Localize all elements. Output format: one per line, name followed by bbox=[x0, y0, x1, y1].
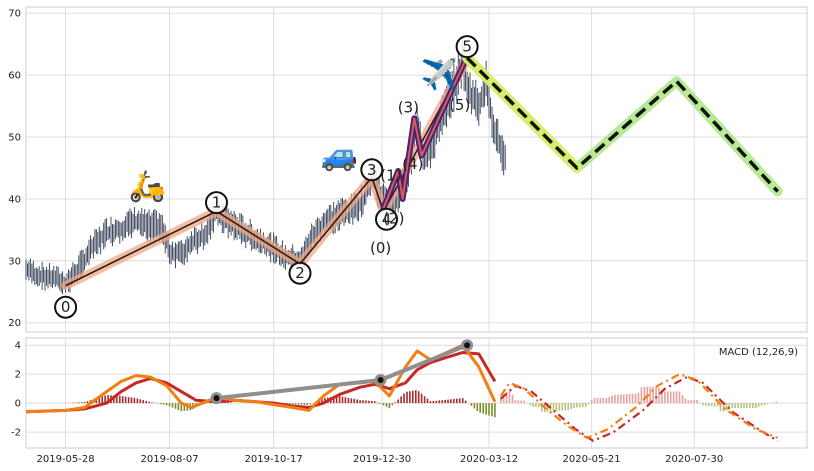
macd-forecast-signal-line bbox=[500, 376, 779, 442]
macd-panel: -2 0 2 4 MACD (12,26,9) bbox=[11, 337, 808, 449]
wave-label: (5) bbox=[449, 96, 470, 114]
x-tick-label: 2020-03-12 bbox=[460, 454, 518, 465]
x-tick-label: 2020-07-30 bbox=[665, 454, 723, 465]
price-y-tick-label: 50 bbox=[8, 133, 21, 144]
wave-label: (4) bbox=[402, 155, 423, 173]
wave-label: 4 bbox=[382, 210, 392, 228]
wave-label: (3) bbox=[398, 98, 419, 116]
wave-label: 0 bbox=[61, 298, 71, 316]
wave-lines bbox=[61, 52, 783, 291]
wave-label: (1) bbox=[380, 166, 401, 184]
price-y-tick-label: 30 bbox=[8, 256, 21, 267]
price-y-tick-label: 60 bbox=[8, 71, 21, 82]
scooter-icon: 🛵 bbox=[129, 169, 166, 204]
forecast-wave-line bbox=[465, 56, 779, 193]
wave-label-circle bbox=[205, 191, 228, 215]
wave-label: (0) bbox=[370, 239, 391, 257]
wave-label-circle bbox=[455, 35, 479, 59]
wave-label-circle bbox=[360, 158, 384, 182]
macd-y-tick-label: 0 bbox=[15, 399, 21, 410]
primary-wave-line bbox=[65, 59, 468, 287]
macd-y-tick-label: 2 bbox=[15, 370, 21, 381]
car-icon: 🚙 bbox=[321, 138, 358, 173]
macd-y-ticks: -2 0 2 4 bbox=[11, 341, 21, 439]
airplane-icon: ✈️ bbox=[421, 55, 458, 92]
wave-label-circle bbox=[54, 295, 78, 319]
price-y-tick-label: 40 bbox=[8, 194, 21, 205]
x-tick-label: 2020-05-21 bbox=[563, 454, 621, 465]
wave-label: (2) bbox=[383, 210, 404, 228]
macd-line bbox=[25, 343, 497, 414]
price-plot-area bbox=[25, 6, 808, 333]
price-y-tick-label: 70 bbox=[8, 9, 21, 20]
wave-label-circle bbox=[288, 261, 312, 285]
macd-divergence-marker bbox=[213, 395, 220, 402]
x-tick-label: 2019-05-28 bbox=[37, 454, 95, 465]
macd-forecast-line bbox=[499, 373, 779, 439]
wave-label: 5 bbox=[462, 38, 472, 56]
macd-divergence-marker bbox=[464, 342, 471, 349]
wave-label: 1 bbox=[212, 194, 222, 212]
sub-wave-inner bbox=[382, 56, 469, 209]
macd-y-tick-label: 4 bbox=[15, 341, 21, 352]
vehicle-icons: 🛵 🚙 ✈️ bbox=[129, 55, 458, 203]
macd-y-tick-label: -2 bbox=[11, 428, 21, 439]
macd-divergence bbox=[210, 339, 474, 405]
x-tick-label: 2019-12-30 bbox=[353, 454, 411, 465]
x-tick-label: 2019-10-17 bbox=[245, 454, 303, 465]
price-panel: 20 30 40 50 60 70 0 1 2 3 4 5 (1) (2) (3) (4) (5) (0) 🛵 🚙… bbox=[8, 6, 808, 333]
wave-labels: 0 1 2 3 4 5 (1) (2) (3) (4) (5) (0) bbox=[54, 35, 479, 319]
price-y-ticks: 20 30 40 50 60 70 bbox=[8, 9, 21, 330]
wave-label: 2 bbox=[295, 264, 305, 282]
wave-label-circle bbox=[375, 207, 398, 231]
price-grid bbox=[26, 7, 807, 332]
macd-divergence-marker bbox=[377, 377, 384, 383]
x-ticks: 2019-05-28 2019-08-07 2019-10-17 2019-12-30… bbox=[37, 454, 724, 465]
price-y-tick-label: 20 bbox=[8, 318, 21, 329]
macd-legend: MACD (12,26,9) bbox=[719, 347, 798, 358]
x-tick-label: 2019-08-07 bbox=[141, 454, 199, 465]
wave-label: 3 bbox=[367, 161, 377, 179]
macd-lines bbox=[25, 343, 779, 442]
